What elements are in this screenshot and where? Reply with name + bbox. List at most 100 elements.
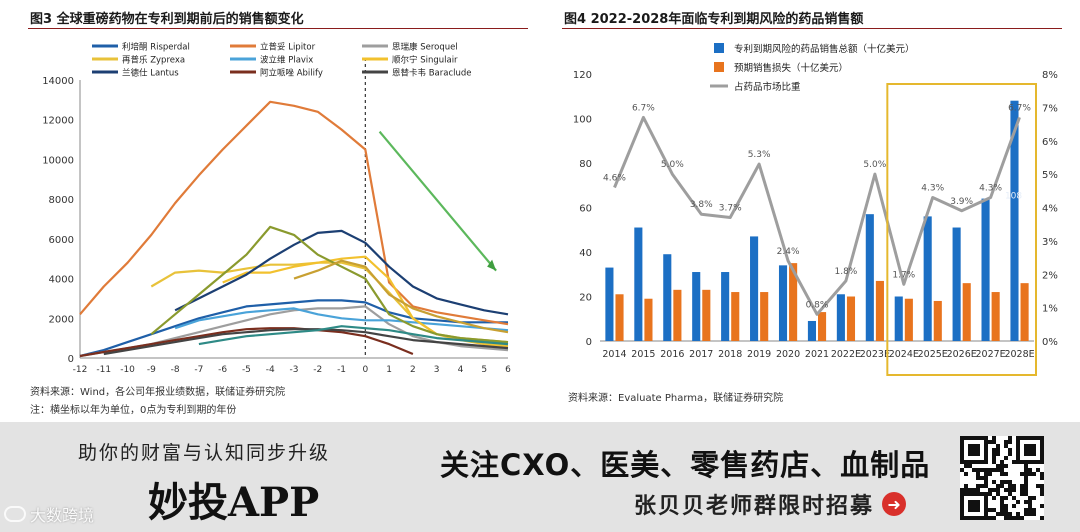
qr-module <box>1004 488 1008 492</box>
legend-label: 再普乐 Zyprexa <box>122 55 185 66</box>
x-tick-label: -11 <box>96 365 111 375</box>
qr-module <box>1016 516 1020 520</box>
qr-module <box>1008 440 1012 444</box>
bar-loss <box>1020 283 1029 341</box>
bar-chart: 0 20 40 60 80 100 120 0% 1% 2% 3% 4% 5% 6% 7% 8% 2014 201… <box>573 43 1058 376</box>
qr-module <box>1004 496 1008 500</box>
qr-module <box>988 508 992 512</box>
x-tick-label: 2026E <box>947 349 977 360</box>
bar-loss <box>644 298 653 341</box>
y2-tick-label: 3% <box>1042 237 1058 248</box>
qr-module <box>1008 448 1012 452</box>
x-tick-label: 2016 <box>660 349 684 360</box>
qr-module <box>1000 484 1004 488</box>
share-data-label: 4.3% <box>921 183 944 193</box>
qr-module <box>1024 472 1028 476</box>
qr-module <box>1004 504 1008 508</box>
qr-module <box>992 480 996 484</box>
y2-tick-label: 2% <box>1042 270 1058 281</box>
qr-module <box>984 468 988 472</box>
promo-banner[interactable]: 助你的财富与认知同步升级 妙投APP 关注CXO、医美、零售药店、血制品 张贝贝… <box>0 422 1080 532</box>
bar-total <box>634 227 643 341</box>
legend-label: 阿立哌唑 Abilify <box>260 68 323 79</box>
qr-module <box>1008 484 1012 488</box>
y-tick-label: 40 <box>579 248 592 259</box>
qr-module <box>976 488 980 492</box>
x-tick-label: -9 <box>147 365 156 375</box>
share-data-label: 3.9% <box>950 197 973 207</box>
x-tick-label: 2024E <box>889 349 919 360</box>
qr-module <box>1024 488 1028 492</box>
qr-module <box>1012 516 1016 520</box>
legend-swatch <box>714 62 724 72</box>
banner-app-name[interactable]: 妙投APP <box>148 479 320 526</box>
qr-module <box>1000 464 1004 468</box>
qr-module <box>1040 492 1044 496</box>
x-tick-label: 2021 <box>805 349 829 360</box>
x-tick-label: -4 <box>266 365 275 375</box>
bar-loss <box>875 280 884 341</box>
qr-module <box>1004 508 1008 512</box>
series-line <box>150 225 509 344</box>
watermark-text: 大数跨境 <box>30 506 95 525</box>
legend-label: 顺尔宁 Singulair <box>392 55 458 66</box>
bar-total <box>836 294 845 341</box>
qr-module <box>992 436 996 440</box>
x-tick-label: 2017 <box>689 349 713 360</box>
x-tick-label: 2022E <box>831 349 861 360</box>
qr-module <box>964 488 968 492</box>
qr-module <box>988 440 992 444</box>
y-tick-label: 60 <box>579 204 592 215</box>
bar-total <box>750 236 759 341</box>
bar-total <box>865 214 874 341</box>
qr-module <box>1000 504 1004 508</box>
qr-module <box>968 464 972 468</box>
qr-module <box>992 496 996 500</box>
banner-recruit-link[interactable]: 张贝贝老师群限时招募 ➜ <box>634 488 907 520</box>
qr-module <box>988 488 992 492</box>
arrow-right-icon[interactable]: ➜ <box>882 492 907 516</box>
y-tick-label: 0 <box>68 354 74 365</box>
x-tick-label: 2014 <box>602 349 626 360</box>
y2-tick-label: 7% <box>1042 103 1058 114</box>
qr-module <box>1024 464 1028 468</box>
share-data-label: 4.3% <box>979 183 1002 193</box>
qr-module <box>984 484 988 488</box>
y-tick-label: 2000 <box>49 314 74 325</box>
qr-module <box>972 468 976 472</box>
qr-module <box>1000 468 1004 472</box>
qr-module <box>1012 488 1016 492</box>
legend-label: 恩替卡韦 Baraclude <box>392 68 472 79</box>
trend-arrow-head <box>487 259 497 271</box>
share-data-label: 5.3% <box>748 150 771 160</box>
qr-module <box>968 488 972 492</box>
legend-label: 预期销售损失（十亿美元） <box>734 62 848 74</box>
qr-module <box>988 492 992 496</box>
y-tick-label: 4000 <box>49 275 74 286</box>
watermark-logo-icon <box>4 506 26 522</box>
right-figure-title: 图4 2022-2028年面临专利到期风险的药品销售额 <box>564 12 864 27</box>
y2-tick-label: 8% <box>1042 70 1058 81</box>
y-tick-label: 0 <box>586 337 592 348</box>
share-data-label: 0.8% <box>806 300 829 310</box>
qr-module <box>976 472 980 476</box>
qr-module <box>964 484 968 488</box>
qr-module <box>1004 516 1008 520</box>
qr-module <box>1004 456 1008 460</box>
bar-loss <box>933 300 942 341</box>
series-line <box>198 325 509 346</box>
qr-module <box>1024 512 1028 516</box>
bar-loss <box>760 292 769 341</box>
legend-label: 占药品市场比重 <box>734 81 801 93</box>
x-tick-label: 2025E <box>918 349 948 360</box>
share-data-label: 5.0% <box>863 160 886 170</box>
share-data-label: 5.0% <box>661 160 684 170</box>
bar-total <box>663 254 672 341</box>
x-tick-label: -5 <box>242 365 251 375</box>
qr-module <box>1004 464 1008 468</box>
share-line <box>613 115 1021 316</box>
qr-module <box>1008 452 1012 456</box>
qr-code-icon[interactable] <box>960 436 1044 520</box>
qr-module <box>980 476 984 480</box>
watermark: 大数跨境 <box>4 502 94 526</box>
